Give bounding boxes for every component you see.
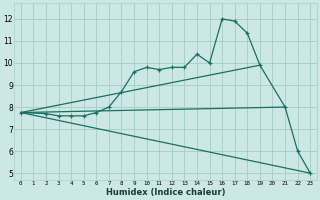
X-axis label: Humidex (Indice chaleur): Humidex (Indice chaleur): [106, 188, 225, 197]
